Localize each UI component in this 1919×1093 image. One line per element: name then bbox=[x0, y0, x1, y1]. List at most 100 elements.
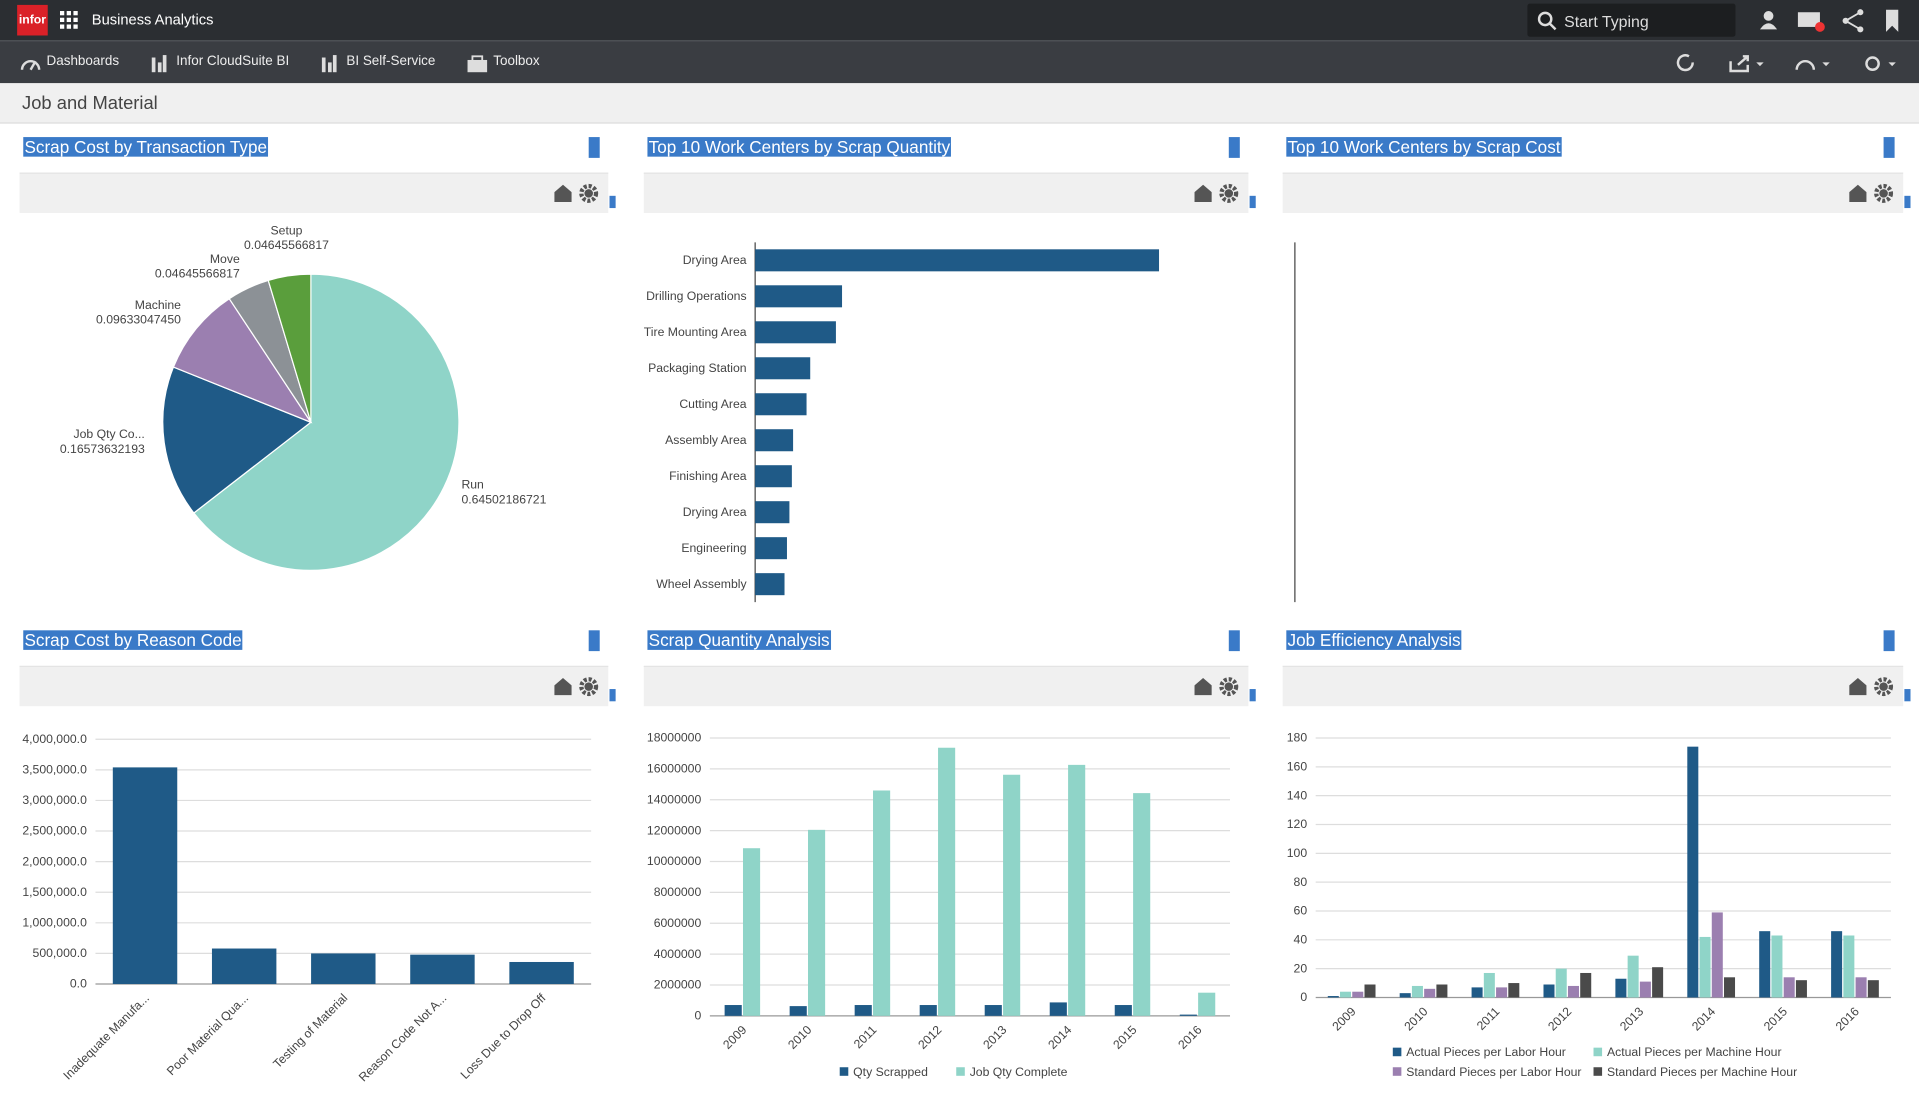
logo[interactable]: infor bbox=[17, 4, 48, 36]
panel-toolbar bbox=[643, 172, 1249, 213]
bar bbox=[755, 429, 794, 452]
nav-item[interactable]: Dashboards bbox=[46, 53, 120, 69]
home-icon[interactable] bbox=[1194, 678, 1212, 696]
y-tick-label: 6000000 bbox=[654, 916, 702, 930]
nav-bar: Dashboards Infor CloudSuite BI BI Self-S… bbox=[0, 40, 1919, 84]
y-tick-label: 18000000 bbox=[647, 731, 702, 745]
pie-label: Move bbox=[210, 252, 240, 266]
bar bbox=[1843, 935, 1855, 998]
y-tick-label: 2,000,000.0 bbox=[22, 854, 87, 868]
bar bbox=[1831, 931, 1843, 998]
pie-value-label: 0.04645566817 bbox=[244, 238, 329, 252]
legend-label: Qty Scrapped bbox=[853, 1065, 928, 1079]
app-name: Business Analytics bbox=[91, 11, 214, 29]
settings-icon[interactable] bbox=[1865, 56, 1880, 71]
y-tick-label: 160 bbox=[1287, 760, 1308, 774]
panel-marker bbox=[1249, 195, 1256, 209]
y-tick-label: 1,500,000.0 bbox=[22, 885, 87, 899]
search-placeholder: Start Typing bbox=[1564, 12, 1649, 31]
nav-item[interactable]: Toolbox bbox=[493, 53, 540, 69]
search-box[interactable]: Start Typing bbox=[1527, 3, 1736, 37]
x-tick-label: Inadequate Manufa... bbox=[60, 991, 152, 1083]
y-tick-label: 10000000 bbox=[647, 854, 702, 868]
user-icon[interactable] bbox=[1763, 11, 1774, 21]
panel-title-text: Scrap Quantity Analysis bbox=[647, 630, 831, 650]
y-tick-label: 60 bbox=[1294, 904, 1308, 918]
pie-value-label: 0.09633047450 bbox=[96, 313, 181, 327]
y-tick-label: Assembly Area bbox=[665, 433, 747, 447]
page-title-bar: Job and Material bbox=[0, 83, 1919, 124]
panel-toolbar bbox=[1282, 665, 1904, 707]
settings-icon[interactable] bbox=[1219, 677, 1239, 697]
panel-toolbar-icons bbox=[1849, 183, 1894, 203]
bar bbox=[1699, 936, 1711, 998]
refresh-icon[interactable] bbox=[1676, 54, 1694, 72]
settings-icon[interactable] bbox=[579, 183, 599, 203]
export-icon[interactable] bbox=[1729, 61, 1749, 73]
x-tick-label: 2013 bbox=[980, 1023, 1009, 1052]
app-menu-icon[interactable] bbox=[59, 11, 78, 29]
settings-icon-core bbox=[1224, 189, 1234, 198]
gauge-icon[interactable] bbox=[1795, 59, 1816, 70]
legend-label: Actual Pieces per Machine Hour bbox=[1607, 1045, 1782, 1059]
y-tick-label: 80 bbox=[1294, 875, 1308, 889]
home-icon[interactable] bbox=[554, 678, 572, 696]
panel-marker[interactable] bbox=[1883, 137, 1895, 158]
y-tick-label: Finishing Area bbox=[669, 469, 747, 483]
y-tick-label: 120 bbox=[1287, 817, 1308, 831]
legend-swatch bbox=[1392, 1047, 1402, 1057]
bar bbox=[755, 537, 787, 560]
x-tick-label: 2016 bbox=[1833, 1004, 1862, 1033]
home-icon[interactable] bbox=[1849, 184, 1867, 202]
y-tick-label: 180 bbox=[1287, 731, 1308, 745]
panel-marker bbox=[609, 195, 616, 209]
mail-icon[interactable] bbox=[1797, 12, 1820, 27]
home-icon[interactable] bbox=[1849, 678, 1867, 696]
legend-label: Standard Pieces per Labor Hour bbox=[1406, 1065, 1581, 1079]
nav-item[interactable]: BI Self-Service bbox=[346, 53, 436, 69]
bar bbox=[755, 249, 1160, 272]
legend-swatch bbox=[839, 1067, 849, 1076]
bar bbox=[112, 767, 178, 985]
bookmark-icon[interactable] bbox=[1886, 9, 1899, 32]
y-tick-label: 3,500,000.0 bbox=[22, 763, 87, 777]
x-tick-label: 2016 bbox=[1175, 1023, 1204, 1052]
page-title: Job and Material bbox=[22, 93, 158, 114]
y-tick-label: 2,500,000.0 bbox=[22, 824, 87, 838]
panel-marker bbox=[1249, 689, 1256, 702]
settings-icon[interactable] bbox=[1219, 183, 1239, 203]
pie-value-label: 0.04645566817 bbox=[155, 267, 240, 281]
settings-icon-core bbox=[584, 682, 593, 691]
panel-marker[interactable] bbox=[588, 137, 600, 158]
bar bbox=[919, 1005, 937, 1016]
bar bbox=[1639, 981, 1651, 998]
x-tick-label: 2011 bbox=[851, 1023, 880, 1052]
y-tick-label: 500,000.0 bbox=[33, 946, 88, 960]
panel-title: Scrap Cost by Transaction Type bbox=[23, 137, 269, 157]
panel-marker[interactable] bbox=[1228, 137, 1240, 158]
top-bar: infor Business Analytics Start Typing bbox=[0, 0, 1919, 41]
y-tick-label: 16000000 bbox=[647, 762, 702, 776]
x-tick-label: 2010 bbox=[785, 1023, 814, 1052]
home-icon[interactable] bbox=[1194, 184, 1212, 202]
bar bbox=[1133, 793, 1151, 1016]
panel-marker[interactable] bbox=[1228, 630, 1240, 652]
y-tick-label: 0 bbox=[694, 1009, 701, 1023]
panel-marker[interactable] bbox=[1883, 630, 1895, 652]
home-icon[interactable] bbox=[554, 184, 572, 202]
pie-value-label: 0.64502186721 bbox=[461, 492, 546, 506]
panel-marker[interactable] bbox=[588, 630, 600, 652]
settings-icon[interactable] bbox=[1874, 677, 1894, 697]
settings-icon[interactable] bbox=[579, 677, 599, 697]
x-tick-label: 2009 bbox=[1330, 1004, 1359, 1033]
pie-slice bbox=[192, 273, 460, 571]
x-tick-label: Testing of Material bbox=[270, 991, 350, 1071]
bar bbox=[1411, 985, 1423, 998]
settings-icon[interactable] bbox=[1874, 183, 1894, 203]
legend-swatch bbox=[956, 1067, 965, 1076]
x-tick-label: 2011 bbox=[1474, 1004, 1503, 1033]
nav-item[interactable]: Infor CloudSuite BI bbox=[176, 53, 290, 69]
bar bbox=[755, 393, 807, 416]
